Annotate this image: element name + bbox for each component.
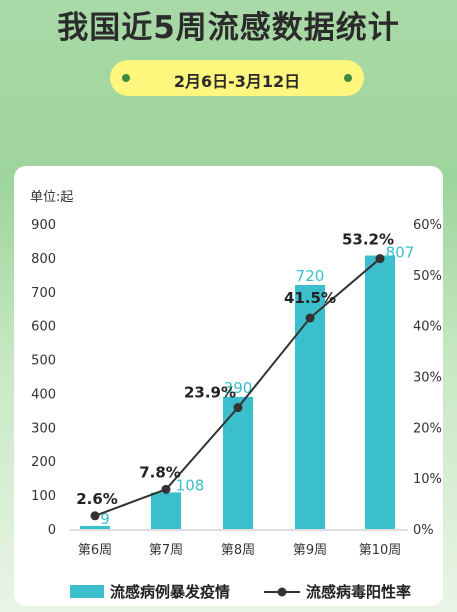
x-axis-category-label: 第7周 [149, 543, 183, 558]
bar-第8周 [223, 396, 253, 529]
bullet-dot-icon [122, 74, 130, 82]
bar-第10周 [365, 255, 395, 529]
right-axis-tick-label: 30% [413, 371, 442, 386]
page-title: 我国近5周流感数据统计 [57, 10, 400, 46]
line-point-第8周 [233, 403, 243, 413]
line-value-label: 2.6% [76, 490, 118, 508]
bar-第9周 [295, 285, 325, 529]
bar-value-label: 390 [224, 379, 253, 397]
right-axis-tick-label: 40% [413, 320, 442, 335]
bar-value-label: 108 [176, 476, 205, 494]
line-value-label: 53.2% [342, 231, 394, 249]
x-axis-category-label: 第9周 [293, 543, 327, 558]
line-value-label: 23.9% [184, 384, 236, 402]
line-value-label: 41.5% [284, 289, 336, 307]
left-axis-tick-label: 500 [31, 354, 56, 369]
right-axis-tick-label: 0% [413, 523, 434, 538]
right-axis-tick-label: 10% [413, 472, 442, 487]
x-axis-category-label: 第8周 [221, 543, 255, 558]
legend-line-marker [277, 587, 287, 597]
right-axis-tick-label: 50% [413, 269, 442, 284]
left-axis-tick-label: 800 [31, 252, 56, 267]
x-axis-category-label: 第6周 [78, 543, 112, 558]
legend-line-label: 流感病毒阳性率 [306, 583, 411, 601]
bar-value-label: 720 [296, 267, 325, 285]
left-axis-tick-label: 400 [31, 387, 56, 402]
left-axis-tick-label: 0 [48, 523, 56, 538]
line-point-第10周 [375, 254, 385, 264]
date-range-text: 2月6日-3月12日 [173, 72, 301, 91]
right-axis-tick-label: 20% [413, 421, 442, 436]
left-axis-tick-label: 200 [31, 455, 56, 470]
line-point-第9周 [305, 313, 315, 323]
left-axis-tick-label: 600 [31, 320, 56, 335]
line-point-第7周 [161, 484, 171, 494]
x-axis-category-label: 第10周 [359, 543, 402, 558]
bullet-dot-icon [344, 74, 352, 82]
legend-bar-swatch [70, 585, 104, 598]
bar-第6周 [80, 525, 110, 529]
line-point-第6周 [90, 511, 100, 521]
date-range-badge: 2月6日-3月12日 [110, 60, 364, 96]
left-axis-tick-label: 700 [31, 286, 56, 301]
line-value-label: 7.8% [139, 463, 181, 481]
bar-value-label: 9 [100, 510, 110, 528]
unit-label: 单位:起 [30, 190, 73, 205]
bar-第7周 [151, 492, 181, 529]
right-axis-tick-label: 60% [413, 218, 442, 233]
left-axis-tick-label: 300 [31, 421, 56, 436]
left-axis-tick-label: 100 [31, 489, 56, 504]
legend-bar-label: 流感病例暴发疫情 [110, 583, 230, 601]
bar-value-label: 807 [386, 244, 415, 262]
left-axis-tick-label: 900 [31, 218, 56, 233]
